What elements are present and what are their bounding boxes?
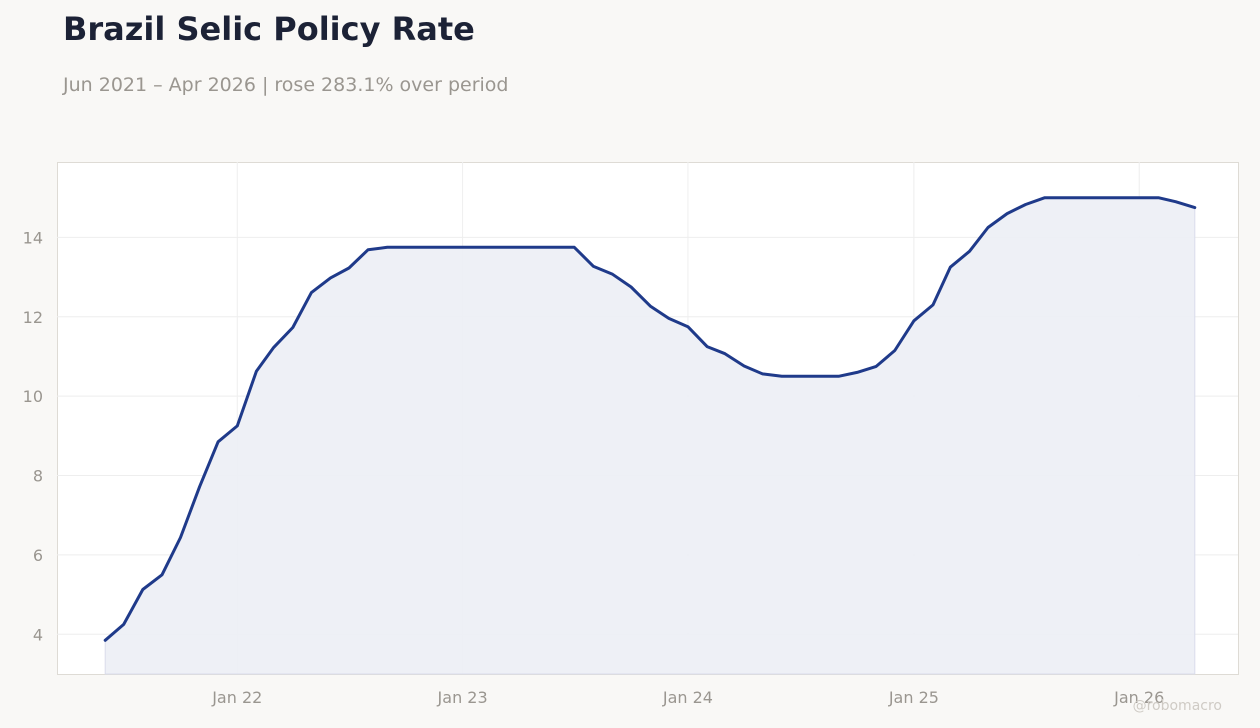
data-point: [404, 246, 407, 249]
x-tick-label: Jan 22: [211, 688, 262, 707]
data-point: [161, 573, 164, 576]
data-point: [179, 536, 182, 539]
data-point: [1119, 196, 1122, 199]
x-axis-ticks: Jan 22 Jan 23 Jan 24 Jan 25 Jan 26: [211, 688, 1164, 707]
data-point: [141, 588, 144, 591]
data-point: [198, 485, 201, 488]
data-point: [255, 370, 258, 373]
data-point: [611, 273, 614, 276]
y-axis-ticks: 4 6 8 10 12 14: [23, 228, 43, 644]
data-point: [386, 246, 389, 249]
data-point: [1138, 196, 1141, 199]
data-point: [837, 375, 840, 378]
data-point: [554, 246, 557, 249]
x-tick-label: Jan 26: [1113, 688, 1164, 707]
data-point: [423, 246, 426, 249]
data-point: [442, 246, 445, 249]
data-point: [818, 375, 821, 378]
data-point: [630, 286, 633, 289]
data-point: [1193, 206, 1196, 209]
data-point: [310, 291, 313, 294]
data-point: [667, 317, 670, 320]
data-point: [236, 424, 239, 427]
data-point: [649, 305, 652, 308]
data-point: [932, 303, 935, 306]
series-line: [103, 196, 1197, 642]
data-point: [856, 371, 859, 374]
data-point: [1174, 200, 1177, 203]
y-tick-label: 8: [33, 467, 43, 486]
data-point: [949, 266, 952, 269]
data-point: [535, 246, 538, 249]
y-tick-label: 6: [33, 546, 43, 565]
data-point: [104, 639, 107, 642]
data-point: [893, 349, 896, 352]
data-point: [592, 265, 595, 268]
data-point: [291, 326, 294, 329]
data-point: [761, 372, 764, 375]
data-point: [498, 246, 501, 249]
data-point: [968, 250, 971, 253]
x-tick-label: Jan 24: [662, 688, 713, 707]
y-tick-label: 4: [33, 625, 43, 644]
data-point: [743, 365, 746, 368]
data-point: [348, 267, 351, 270]
watermark: @robomacro: [1132, 698, 1222, 714]
data-point: [1100, 196, 1103, 199]
y-tick-label: 12: [23, 308, 43, 327]
y-tick-label: 14: [23, 228, 43, 247]
data-point: [122, 623, 125, 626]
data-point: [799, 375, 802, 378]
data-point: [272, 346, 275, 349]
data-point: [1081, 196, 1084, 199]
data-point: [573, 246, 576, 249]
chart-subtitle: Jun 2021 – Apr 2026 | rose 283.1% over p…: [63, 74, 509, 96]
y-tick-label: 10: [23, 387, 43, 406]
data-point: [480, 246, 483, 249]
data-point: [461, 246, 464, 249]
data-point: [686, 325, 689, 328]
data-point: [367, 248, 370, 251]
x-tick-label: Jan 23: [437, 688, 488, 707]
chart-title: Brazil Selic Policy Rate: [63, 10, 475, 48]
data-point: [217, 440, 220, 443]
data-point: [875, 365, 878, 368]
data-point: [1062, 196, 1065, 199]
data-point: [912, 319, 915, 322]
data-point: [1043, 196, 1046, 199]
data-point: [517, 246, 520, 249]
data-point: [780, 375, 783, 378]
data-point: [706, 345, 709, 348]
data-point: [329, 276, 332, 279]
data-point: [1006, 212, 1009, 215]
x-tick-label: Jan 25: [888, 688, 939, 707]
data-point: [1024, 203, 1027, 206]
data-point: [1157, 196, 1160, 199]
data-point: [724, 352, 727, 355]
data-point: [987, 226, 990, 229]
